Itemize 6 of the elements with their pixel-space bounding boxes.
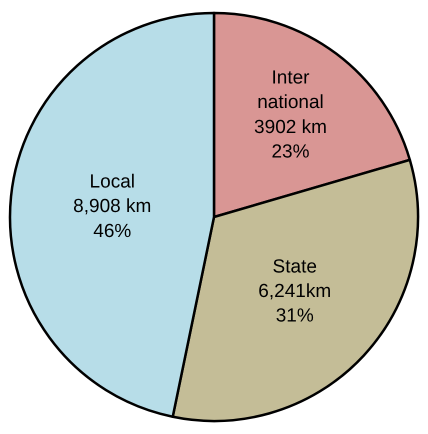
slice-label: Local bbox=[90, 171, 135, 192]
data-label: 6,241km 31% bbox=[258, 281, 332, 327]
data-label: 3902 km 23% bbox=[254, 116, 327, 163]
data-label: 8,908 km 46% bbox=[73, 196, 152, 242]
slice-label: Inter national bbox=[257, 67, 324, 114]
slice-label: State bbox=[272, 256, 317, 278]
